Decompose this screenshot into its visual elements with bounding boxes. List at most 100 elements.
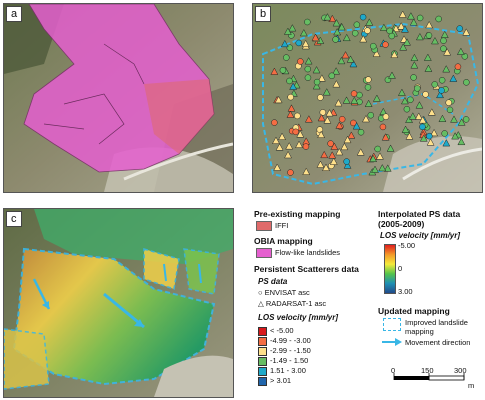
ps-circle-point (438, 77, 446, 84)
ps-circle-point (426, 132, 433, 140)
ps-circle-point (462, 116, 470, 123)
ps-triangle-point (287, 104, 296, 112)
legend-radarsat: △ RADARSAT-1 asc (258, 299, 326, 308)
legend-ps-data-title: PS data (258, 277, 288, 286)
map-b-image (253, 4, 482, 192)
ps-triangle-point (352, 122, 361, 130)
panel-label-b: b (255, 6, 272, 22)
circle-icon: ○ (258, 288, 263, 297)
legend-velocity-label: > 3.01 (270, 376, 292, 385)
ps-triangle-point (340, 142, 349, 151)
legend-velocity-class: > 3.01 (258, 376, 291, 386)
ps-circle-point (410, 74, 417, 81)
ps-circle-point (287, 169, 294, 176)
ps-triangle-point (442, 65, 451, 73)
legend-velocity-label: -4.99 - -3.00 (270, 336, 311, 345)
ps-triangle-point (350, 96, 359, 104)
ps-triangle-point (299, 28, 308, 37)
ps-circle-point (364, 84, 372, 91)
ps-triangle-point (376, 152, 384, 160)
map-c-image (4, 209, 233, 397)
ps-triangle-point (364, 99, 373, 107)
ps-triangle-point (335, 121, 344, 129)
legend-movement-arrow-icon (382, 338, 402, 346)
ps-circle-point (386, 27, 393, 35)
ps-triangle-point (443, 48, 452, 56)
ps-triangle-point (436, 90, 444, 99)
ps-circle-point (440, 45, 447, 52)
ps-circle-point (317, 94, 324, 101)
ps-circle-point (297, 58, 304, 65)
ps-triangle-point (409, 18, 418, 26)
ps-triangle-point (410, 61, 419, 69)
ps-triangle-point (399, 43, 408, 51)
ps-triangle-point (398, 10, 407, 18)
legend-velocity-label: -2.99 - -1.50 (270, 346, 311, 355)
ps-triangle-point (372, 94, 381, 102)
ps-triangle-point (406, 12, 415, 20)
ps-circle-point (370, 42, 377, 50)
legend-velocity-class: < -5.00 (258, 326, 294, 336)
legend-interp-max: -5.00 (398, 241, 416, 250)
ps-circle-point (416, 14, 424, 22)
ps-circle-point (286, 77, 293, 85)
panel-label-a: a (6, 6, 23, 22)
ps-triangle-point (425, 20, 434, 29)
ps-circle-point (351, 29, 359, 37)
ps-triangle-point (274, 95, 283, 104)
ps-triangle-point (397, 88, 406, 96)
legend-velocity-title: LOS velocity [mm/yr] (258, 313, 339, 322)
ps-triangle-point (284, 150, 292, 159)
ps-triangle-point (285, 142, 294, 150)
legend-velocity-class: -4.99 - -3.00 (258, 336, 311, 346)
scale-bar (393, 373, 465, 381)
legend-envisat: ○ ENVISAT asc (258, 288, 310, 297)
ps-triangle-point (390, 50, 399, 58)
ps-triangle-point (272, 136, 280, 144)
legend-improved-line1: Improved landslide (405, 318, 468, 327)
legend-pre-existing-title: Pre-existing mapping (254, 209, 341, 219)
ps-triangle-point (342, 96, 351, 104)
ps-circle-point (338, 116, 346, 123)
ps-triangle-point (330, 142, 339, 150)
ps-circle-point (438, 87, 445, 94)
ps-circle-point (304, 18, 311, 26)
ps-triangle-point (283, 27, 292, 35)
ps-circle-point (304, 65, 312, 73)
ps-triangle-point (438, 114, 447, 122)
ps-triangle-point (386, 144, 395, 152)
ps-circle-point (319, 109, 327, 116)
map-a-image (4, 4, 233, 192)
ps-circle-point (302, 143, 310, 150)
ps-triangle-point (414, 112, 423, 120)
legend-velocity-swatch (258, 336, 267, 346)
legend-velocity-class: 1.51 - 3.00 (258, 366, 306, 376)
ps-circle-point (328, 72, 336, 80)
legend-flow-swatch (256, 248, 272, 258)
ps-circle-point (441, 130, 448, 137)
ps-circle-point (283, 54, 290, 61)
ps-triangle-point (347, 131, 356, 139)
ps-triangle-point (401, 125, 410, 133)
ps-circle-point (292, 128, 299, 136)
ps-triangle-point (457, 118, 466, 126)
ps-triangle-point (403, 38, 411, 46)
ps-triangle-point (325, 109, 334, 117)
ps-triangle-point (286, 110, 295, 118)
ps-triangle-point (401, 25, 409, 33)
ps-triangle-point (317, 130, 326, 138)
ps-triangle-point (311, 33, 320, 41)
legend-velocity-class: -2.99 - -1.50 (258, 346, 311, 356)
ps-triangle-point (323, 116, 332, 124)
legend-interp-title: Interpolated PS data (378, 209, 461, 219)
legend-movement-label: Movement direction (405, 338, 471, 347)
ps-circle-point (356, 91, 363, 99)
ps-triangle-point (275, 143, 284, 151)
ps-triangle-point (302, 167, 311, 175)
ps-circle-point (403, 105, 411, 113)
ps-circle-point (286, 44, 294, 51)
ps-triangle-point (462, 28, 471, 36)
legend-iffi-label: IFFI (275, 221, 289, 230)
ps-triangle-point (343, 135, 352, 144)
ps-triangle-point (312, 82, 321, 90)
